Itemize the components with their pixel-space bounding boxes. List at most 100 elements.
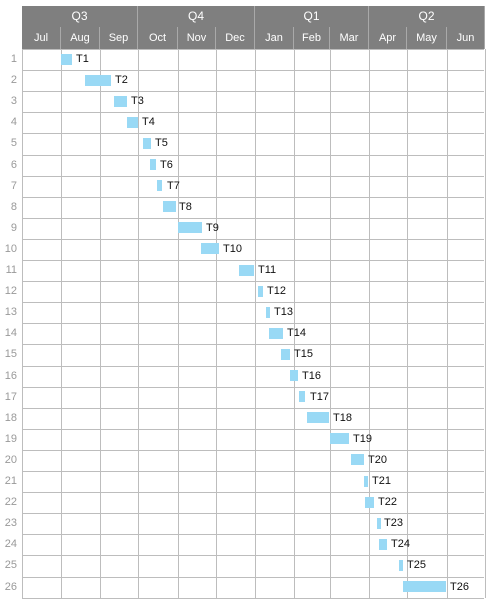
task-bar[interactable] <box>379 539 387 550</box>
row-number: 20 <box>4 454 17 466</box>
grid-row-line <box>22 197 484 198</box>
grid-row-line <box>22 239 484 240</box>
task-label: T15 <box>294 348 313 360</box>
grid-row-line <box>22 492 484 493</box>
task-label: T4 <box>142 116 155 128</box>
task-bar[interactable] <box>365 497 374 508</box>
task-label: T17 <box>310 391 329 403</box>
row-number: 8 <box>10 201 17 213</box>
task-bar[interactable] <box>114 96 127 107</box>
quarter-header-q3: Q3 <box>22 6 138 27</box>
row-number: 5 <box>10 137 17 149</box>
month-header-aug: Aug <box>61 27 100 49</box>
task-bar[interactable] <box>239 265 254 276</box>
task-label: T21 <box>372 475 391 487</box>
task-label: T23 <box>384 517 403 529</box>
month-header-mar: Mar <box>330 27 369 49</box>
task-label: T11 <box>258 264 277 276</box>
row-number: 18 <box>4 412 17 424</box>
task-bar[interactable] <box>269 328 283 339</box>
task-bar[interactable] <box>127 117 138 128</box>
task-label: T24 <box>391 538 410 550</box>
task-bar[interactable] <box>150 159 156 170</box>
grid-row-line <box>22 366 484 367</box>
task-label: T14 <box>287 327 306 339</box>
task-label: T2 <box>115 74 128 86</box>
month-header-jan: Jan <box>255 27 294 49</box>
task-label: T18 <box>333 412 352 424</box>
row-number: 21 <box>4 475 17 487</box>
task-bar[interactable] <box>143 138 151 149</box>
row-number: 11 <box>5 264 17 276</box>
grid-row-line <box>22 598 484 599</box>
row-number: 14 <box>4 327 17 339</box>
task-bar[interactable] <box>377 518 381 529</box>
month-header-feb: Feb <box>294 27 330 49</box>
grid-row-line <box>22 534 484 535</box>
row-number: 17 <box>4 391 17 403</box>
task-label: T26 <box>450 581 469 593</box>
month-header-dec: Dec <box>216 27 255 49</box>
task-bar[interactable] <box>157 180 162 191</box>
grid-row-line <box>22 155 484 156</box>
task-bar[interactable] <box>299 391 305 402</box>
row-number: 24 <box>4 538 17 550</box>
grid-row-line <box>22 323 484 324</box>
task-bar[interactable] <box>266 307 270 318</box>
task-label: T19 <box>353 433 372 445</box>
task-bar[interactable] <box>403 581 446 592</box>
row-number: 22 <box>4 496 17 508</box>
task-label: T6 <box>160 159 173 171</box>
task-bar[interactable] <box>290 370 298 381</box>
task-label: T20 <box>368 454 387 466</box>
grid-row-line <box>22 387 484 388</box>
grid-row-line <box>22 281 484 282</box>
task-label: T3 <box>131 95 144 107</box>
task-bar[interactable] <box>330 433 349 444</box>
task-label: T5 <box>155 137 168 149</box>
task-bar[interactable] <box>61 54 72 65</box>
task-bar[interactable] <box>85 75 111 86</box>
row-number: 23 <box>4 517 17 529</box>
row-number: 12 <box>4 285 17 297</box>
task-bar[interactable] <box>364 476 368 487</box>
grid-column-line <box>485 49 486 598</box>
task-bar[interactable] <box>399 560 403 571</box>
task-bar[interactable] <box>201 243 219 254</box>
task-label: T9 <box>206 222 219 234</box>
row-number: 13 <box>4 306 17 318</box>
row-number: 19 <box>4 433 17 445</box>
quarter-header-q1: Q1 <box>255 6 369 27</box>
quarter-header-q2: Q2 <box>369 6 485 27</box>
row-number: 15 <box>4 348 17 360</box>
month-header-jun: Jun <box>447 27 485 49</box>
task-bar[interactable] <box>307 412 329 423</box>
month-header-nov: Nov <box>178 27 216 49</box>
task-label: T12 <box>267 285 286 297</box>
grid-row-line <box>22 471 484 472</box>
row-number: 9 <box>10 222 17 234</box>
task-label: T8 <box>179 201 192 213</box>
row-number: 7 <box>10 180 17 192</box>
grid-row-line <box>22 429 484 430</box>
row-number: 25 <box>4 559 17 571</box>
grid-row-line <box>22 513 484 514</box>
task-bar[interactable] <box>281 349 290 360</box>
grid-row-line <box>22 112 484 113</box>
row-number: 3 <box>10 95 17 107</box>
month-header-apr: Apr <box>369 27 407 49</box>
task-label: T10 <box>223 243 242 255</box>
task-bar[interactable] <box>351 454 364 465</box>
row-number: 4 <box>10 116 17 128</box>
task-bar[interactable] <box>163 201 176 212</box>
month-header-oct: Oct <box>138 27 178 49</box>
grid-row-line <box>22 408 484 409</box>
task-bar[interactable] <box>178 222 202 233</box>
task-bar[interactable] <box>258 286 263 297</box>
grid-row-line <box>22 176 484 177</box>
row-number: 16 <box>4 370 17 382</box>
grid-row-line <box>22 49 484 50</box>
task-label: T22 <box>378 496 397 508</box>
grid-row-line <box>22 70 484 71</box>
